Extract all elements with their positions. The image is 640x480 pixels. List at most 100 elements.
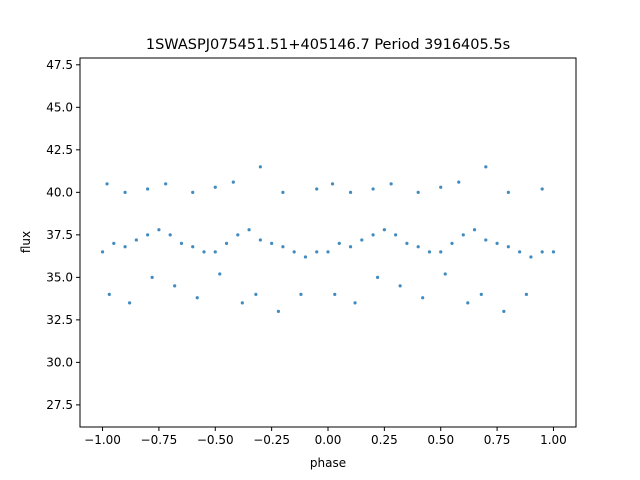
data-point [439, 250, 443, 254]
x-tick-label: 0.50 [427, 433, 454, 447]
y-tick-label: 47.5 [46, 58, 73, 72]
data-point [270, 241, 274, 245]
data-point [107, 292, 111, 296]
data-point [123, 190, 127, 194]
x-tick-label: −0.50 [197, 433, 234, 447]
data-point [353, 301, 357, 305]
data-point [173, 284, 177, 288]
data-point [461, 233, 465, 237]
data-point [240, 301, 244, 305]
data-point [292, 250, 296, 254]
x-tick-label: 0.25 [371, 433, 398, 447]
data-point [389, 182, 393, 186]
data-point [236, 233, 240, 237]
data-point [299, 292, 303, 296]
y-tick-label: 32.5 [46, 313, 73, 327]
data-point [394, 233, 398, 237]
data-point [398, 284, 402, 288]
data-point [191, 190, 195, 194]
data-point [457, 180, 461, 184]
x-tick-label: 0.00 [315, 433, 342, 447]
data-point [112, 241, 116, 245]
data-point [213, 185, 217, 189]
data-point [315, 187, 319, 191]
y-tick-label: 30.0 [46, 355, 73, 369]
x-tick-label: 0.75 [484, 433, 511, 447]
data-point [371, 187, 375, 191]
data-point [213, 250, 217, 254]
y-axis-title: flux [19, 231, 33, 253]
data-point [218, 272, 222, 276]
data-point [326, 250, 330, 254]
data-point [524, 292, 529, 296]
data-point [502, 309, 506, 313]
data-point [123, 245, 127, 249]
data-point [540, 187, 544, 191]
data-point [281, 245, 285, 249]
data-point [231, 180, 235, 184]
data-point [105, 182, 109, 186]
data-point [439, 185, 443, 189]
data-point [348, 190, 353, 194]
data-point [224, 241, 229, 245]
data-point [150, 275, 154, 279]
data-point [416, 245, 420, 249]
data-point [146, 233, 150, 237]
data-point [518, 250, 522, 254]
data-point [168, 233, 172, 237]
data-point [100, 250, 105, 254]
data-points [100, 165, 556, 313]
data-point [191, 245, 195, 249]
data-point [529, 255, 533, 259]
data-point [330, 182, 335, 186]
y-axis: 27.5 30.0 32.5 35.0 37.5 40.0 42.5 45.0 47.5 [46, 58, 80, 412]
data-point [348, 245, 353, 249]
data-point [303, 255, 308, 259]
data-point [276, 309, 280, 313]
chart-title: 1SWASPJ075451.51+405146.7 Period 3916405… [146, 37, 510, 53]
x-tick-label: 1.00 [540, 433, 567, 447]
data-point [281, 190, 285, 194]
y-tick-label: 42.5 [46, 143, 73, 157]
data-point [333, 292, 337, 296]
data-point [337, 241, 341, 245]
data-point [371, 233, 375, 237]
data-point [472, 228, 477, 232]
data-point [258, 238, 262, 242]
data-point [360, 238, 364, 242]
data-point [506, 245, 510, 249]
data-point [551, 250, 556, 254]
data-point [146, 187, 150, 191]
data-point [427, 250, 432, 254]
data-point [202, 250, 206, 254]
x-tick-label: −0.25 [253, 433, 290, 447]
data-point [254, 292, 258, 296]
y-tick-label: 45.0 [46, 100, 73, 114]
data-point [484, 238, 488, 242]
data-point [157, 228, 161, 232]
y-tick-label: 27.5 [46, 398, 73, 412]
data-point [382, 228, 386, 232]
data-point [443, 272, 447, 276]
x-axis-title: phase [310, 456, 346, 470]
data-point [164, 182, 168, 186]
data-point [247, 228, 251, 232]
data-point [466, 301, 470, 305]
data-point [484, 165, 488, 169]
data-point [195, 296, 199, 300]
x-axis: −1.00 −0.75 −0.50 −0.25 0.00 0.25 0.50 0.75 1.00 [84, 427, 567, 447]
data-point [421, 296, 425, 300]
y-tick-label: 40.0 [46, 185, 73, 199]
data-point [376, 275, 380, 279]
data-point [416, 190, 420, 194]
data-point [134, 238, 138, 242]
data-point [258, 165, 262, 169]
y-tick-label: 35.0 [46, 270, 73, 284]
data-point [450, 241, 454, 245]
data-point [506, 190, 510, 194]
x-tick-label: −0.75 [141, 433, 178, 447]
data-point [315, 250, 319, 254]
data-point [128, 301, 132, 305]
data-point [540, 250, 544, 254]
